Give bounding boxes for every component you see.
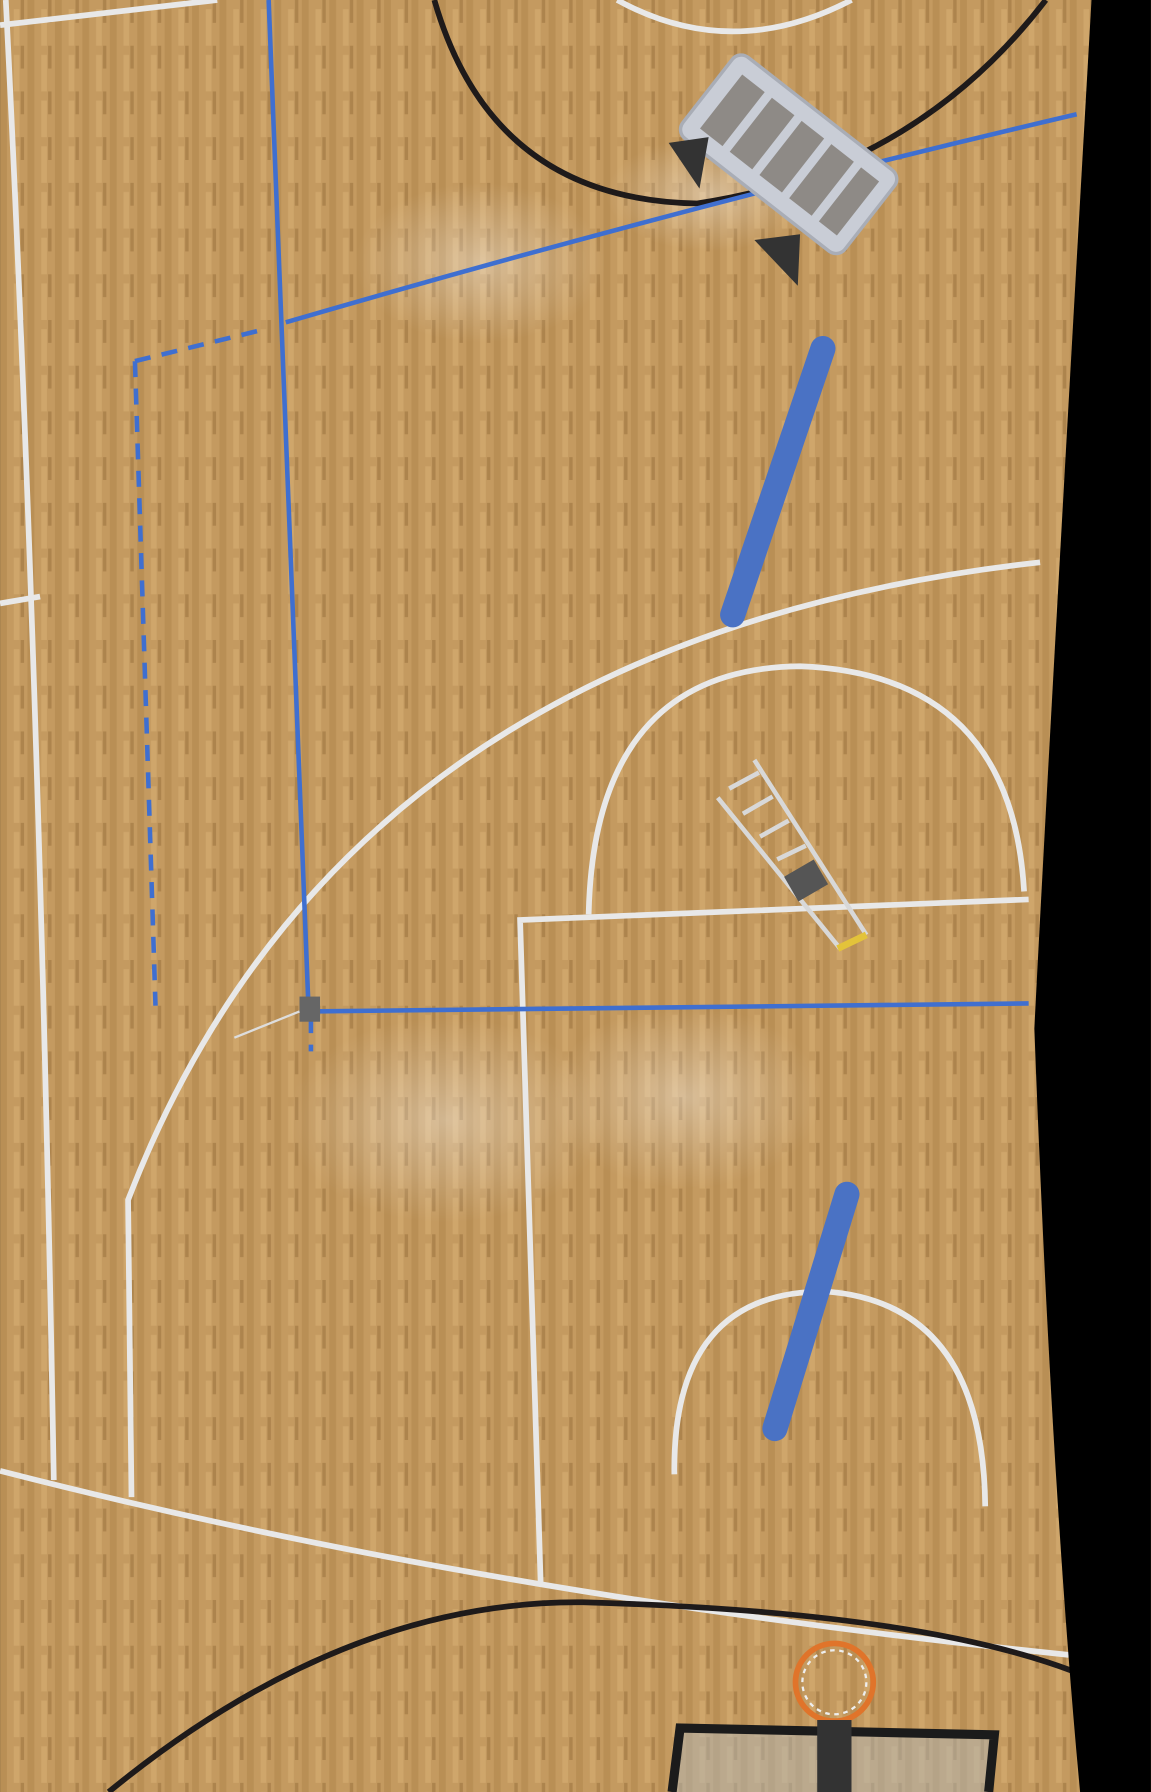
lane bbox=[517, 896, 1029, 1583]
lens-border bbox=[1034, 0, 1151, 1792]
arc-line bbox=[431, 0, 1049, 207]
floor-fixture bbox=[299, 996, 321, 1022]
court-line bbox=[0, 593, 41, 607]
ladder-foot bbox=[836, 931, 868, 952]
blue-court-lines bbox=[132, 0, 1078, 1052]
ladder-rail bbox=[716, 796, 842, 951]
blue-line bbox=[308, 1001, 1029, 1014]
light-glare bbox=[354, 182, 606, 343]
sideline bbox=[2, 0, 57, 1481]
baseline bbox=[0, 1468, 1069, 1658]
barricade bbox=[678, 53, 899, 256]
dashed-line bbox=[132, 326, 314, 1052]
ladder-rung bbox=[758, 818, 790, 839]
ladder-rung bbox=[728, 770, 761, 791]
barricade-slot bbox=[759, 120, 825, 193]
hoop-support bbox=[817, 1720, 852, 1792]
hoop-net bbox=[801, 1649, 868, 1716]
barricade-slot bbox=[789, 144, 854, 216]
light-glare bbox=[548, 1005, 823, 1189]
barricade-slot bbox=[699, 74, 765, 147]
court-line bbox=[0, 0, 218, 28]
ladder-step bbox=[784, 859, 829, 902]
ladder-rung bbox=[741, 794, 774, 816]
barricade-foot bbox=[668, 137, 709, 189]
barricade-foot bbox=[754, 234, 801, 286]
black-court-lines bbox=[106, 0, 1074, 1792]
blue-line bbox=[266, 0, 311, 1012]
blue-line bbox=[285, 112, 1078, 325]
center-circle bbox=[615, 0, 853, 35]
free-throw-circle bbox=[585, 663, 1027, 915]
arc-line bbox=[106, 1599, 1074, 1792]
barricade-slot bbox=[818, 167, 880, 236]
ladder bbox=[716, 758, 869, 951]
barricade-slot bbox=[729, 97, 795, 170]
three-point-line bbox=[125, 559, 1041, 1498]
wire bbox=[233, 1010, 300, 1039]
ladder-rail bbox=[752, 758, 869, 937]
ladder-rung bbox=[776, 843, 807, 862]
blue-pipe bbox=[720, 336, 836, 628]
blue-pipe bbox=[762, 1181, 860, 1442]
